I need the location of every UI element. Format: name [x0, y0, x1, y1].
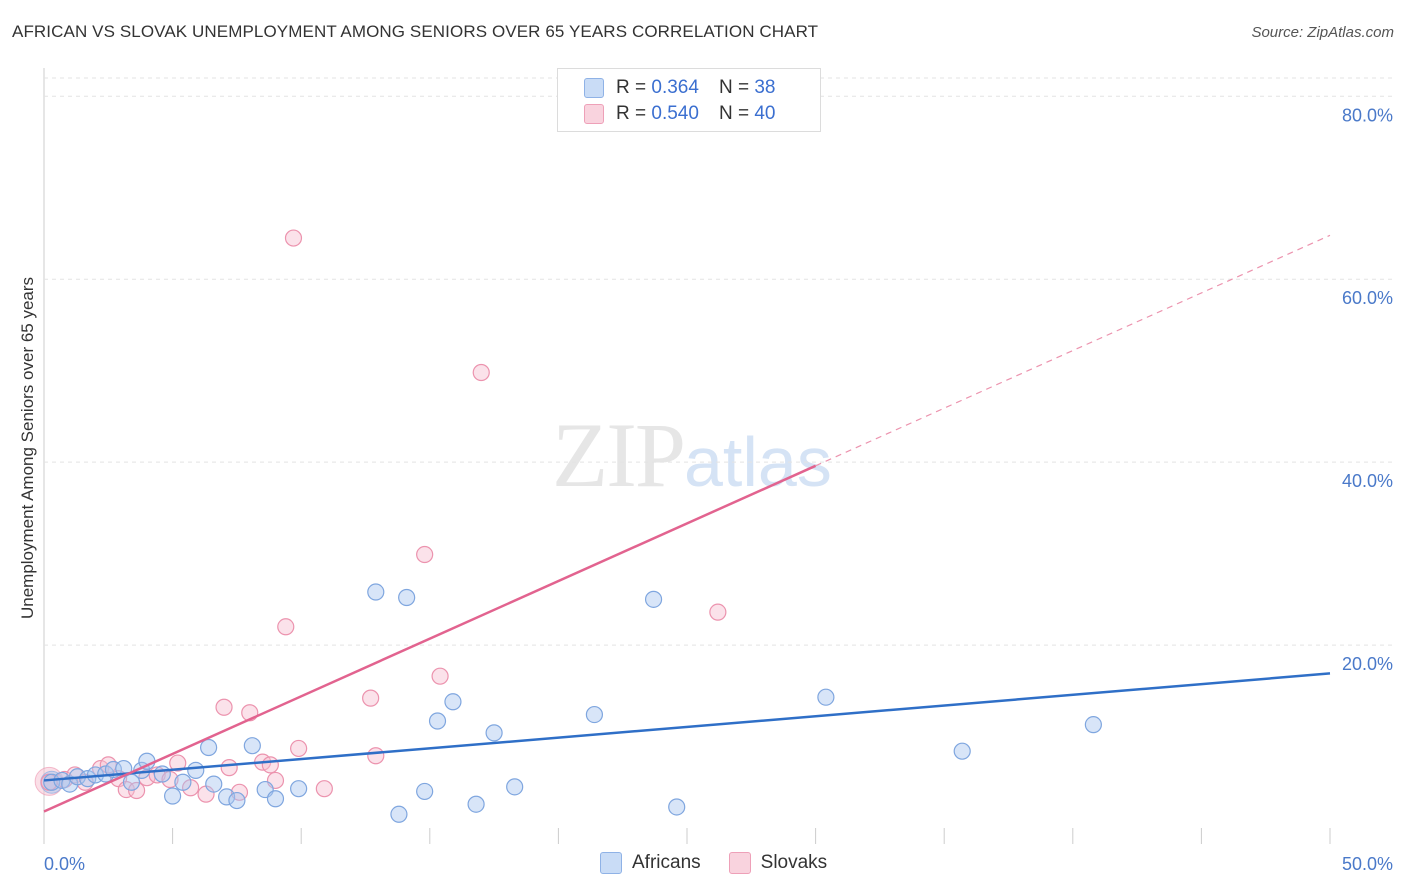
y-tick-label: 80.0% [1342, 105, 1393, 125]
series-legend: Africans Slovaks [600, 852, 855, 874]
legend-n-label: N = [718, 103, 750, 124]
point-africans [290, 780, 308, 798]
source-credit: Source: ZipAtlas.com [1251, 24, 1394, 41]
trendline-slovaks [43, 464, 817, 813]
point-africans [218, 788, 236, 806]
legend-r-label: R = [616, 77, 647, 98]
watermark-zip: ZIP [552, 404, 686, 506]
point-africans [416, 782, 434, 801]
point-slovaks [127, 781, 146, 800]
point-africans [585, 705, 604, 724]
y-axis-label: Unemployment Among Seniors over 65 years [18, 277, 37, 619]
series-legend-slovaks: Slovaks [728, 852, 828, 874]
legend-r-value: 0.540 [651, 103, 699, 124]
series-label-africans: Africans [632, 852, 701, 873]
point-africans [817, 688, 835, 706]
legend-r-label: R = [616, 103, 647, 124]
legend-row-africans: R = 0.364 N = 38 [584, 76, 775, 100]
point-africans [174, 773, 192, 791]
point-africans [1084, 716, 1102, 734]
point-slovaks [416, 545, 434, 564]
legend-n-value: 38 [754, 77, 776, 98]
series-label-slovaks: Slovaks [760, 852, 828, 873]
point-africans [228, 791, 246, 810]
point-africans [444, 693, 462, 711]
point-africans [390, 805, 408, 823]
y-tick-label: 20.0% [1342, 654, 1393, 674]
series-legend-africans: Africans [600, 852, 701, 874]
legend-row-slovaks: R = 0.540 N = 40 [584, 102, 775, 126]
trendline-africans [43, 672, 1331, 782]
point-africans [428, 712, 447, 730]
point-slovaks [220, 759, 238, 777]
point-slovaks [315, 780, 333, 798]
y-tick-label: 40.0% [1342, 471, 1393, 491]
point-africans [644, 590, 663, 608]
y-tick-label: 60.0% [1342, 288, 1393, 308]
point-slovaks [284, 229, 303, 247]
point-africans [485, 724, 503, 742]
point-slovaks [290, 739, 308, 758]
point-slovaks [431, 667, 449, 685]
point-africans [187, 761, 205, 779]
point-slovaks [169, 754, 187, 772]
point-africans [506, 778, 524, 796]
series-swatch-africans [600, 852, 622, 874]
point-africans [164, 787, 182, 805]
point-slovaks [261, 756, 279, 774]
point-slovaks [215, 698, 233, 716]
point-africans [266, 790, 285, 808]
point-slovaks [709, 603, 727, 621]
point-slovaks [367, 747, 385, 765]
legend-n-value: 40 [754, 103, 776, 124]
legend-n-label: N = [718, 77, 750, 98]
point-africans [153, 765, 171, 783]
series-swatch-slovaks [728, 852, 751, 874]
legend-swatch-slovaks [584, 104, 604, 124]
legend-r-value: 0.364 [651, 77, 699, 98]
point-slovaks [362, 689, 380, 707]
point-africans [467, 795, 485, 813]
point-africans [205, 775, 223, 793]
point-africans [243, 737, 261, 755]
point-africans [367, 583, 385, 601]
point-africans [953, 742, 971, 760]
x-tick-label: 0.0% [44, 854, 85, 874]
x-tick-label: 50.0% [1342, 854, 1393, 874]
point-africans [200, 738, 218, 757]
chart-title: AFRICAN VS SLOVAK UNEMPLOYMENT AMONG SEN… [12, 22, 819, 41]
correlation-legend: R = 0.364 N = 38 R = 0.540 N = 40 [557, 68, 821, 132]
legend-swatch-africans [584, 78, 604, 98]
point-slovaks [472, 363, 490, 382]
point-slovaks [277, 618, 295, 636]
point-africans [398, 588, 416, 607]
point-africans [668, 798, 686, 816]
trendline-slovaks-extrapolated [815, 234, 1331, 467]
